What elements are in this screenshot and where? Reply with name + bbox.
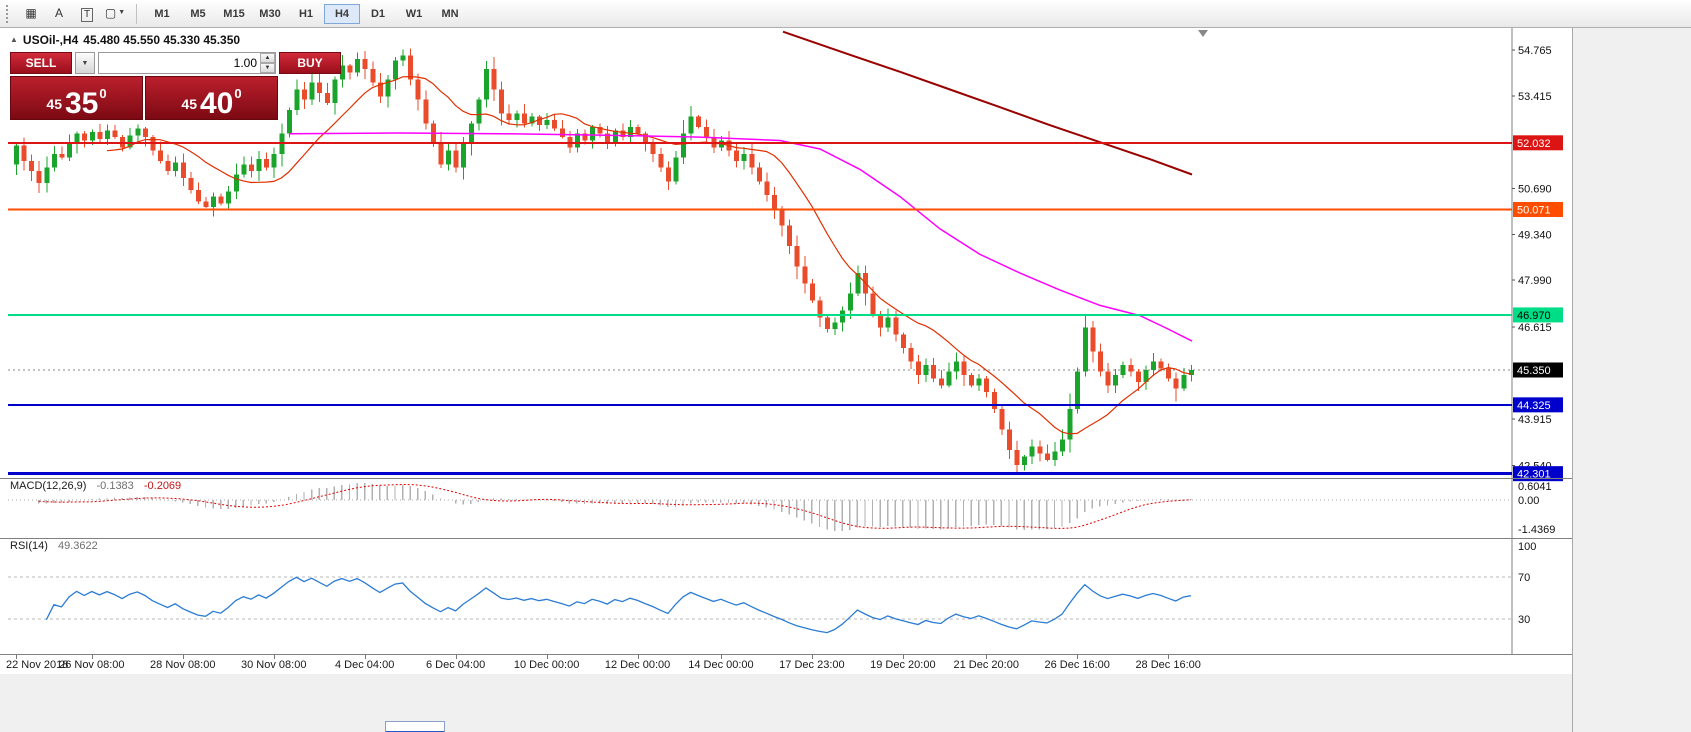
timeframe-button-M1[interactable]: M1: [154, 7, 170, 20]
bottom-strip: [0, 674, 1572, 732]
chart-title: ▲ USOil-,H4 45.480 45.550 45.330 45.350: [10, 33, 240, 47]
chart-shift-marker[interactable]: [1198, 30, 1208, 37]
time-tick: [273, 655, 275, 659]
volume-step-down-button[interactable]: ▼: [260, 63, 275, 73]
macd-value: -0.1383: [96, 480, 134, 492]
timeframe-button-M5[interactable]: M5: [190, 7, 206, 20]
buy-button[interactable]: BUY: [279, 52, 341, 74]
rsi-label: RSI(14) 49.3622: [10, 540, 98, 552]
time-label: 26 Nov 08:00: [59, 659, 125, 671]
time-tick: [182, 655, 184, 659]
time-label: 4 Dec 04:00: [335, 659, 395, 671]
panel-separator-macd[interactable]: [0, 478, 1572, 479]
toolbar-grip[interactable]: [6, 4, 12, 23]
time-tick: [1077, 655, 1079, 659]
time-axis[interactable]: 22 Nov 2018 26 Nov 08:00 28 Nov 08:00 30 No…: [0, 654, 1572, 674]
time-label: 26 Dec 16:00: [1044, 659, 1110, 671]
ma-slow-line: [782, 30, 1193, 176]
ma-mid-line: [289, 132, 1193, 342]
buy-price-sup: 0: [234, 86, 242, 101]
time-tick: [455, 655, 457, 659]
rsi-line: [45, 576, 1192, 634]
sell-price-prefix: 45: [46, 96, 62, 112]
panel-separator-rsi[interactable]: [0, 538, 1572, 539]
symbol-timeframe-label: USOil-,H4: [22, 33, 79, 47]
timeframe-button-M30[interactable]: M30: [259, 7, 281, 20]
time-tick: [1168, 655, 1170, 659]
volume-dropdown-button[interactable]: ▼: [75, 52, 95, 74]
time-tick: [637, 655, 639, 659]
chevron-down-icon: ▼: [118, 9, 126, 16]
time-tick: [720, 655, 722, 659]
timeframe-button-MN[interactable]: MN: [441, 7, 459, 20]
timeframe-button-H4[interactable]: H4: [324, 3, 360, 24]
sell-button[interactable]: SELL: [10, 52, 72, 74]
macd-signal-value: -0.2069: [143, 480, 182, 492]
time-tick: [16, 655, 17, 659]
time-label: 30 Nov 08:00: [241, 659, 307, 671]
rsi-name: RSI(14): [10, 540, 48, 552]
chart-canvas: 54.76553.41550.69049.34047.99046.61543.9…: [8, 28, 1563, 654]
ohlc-values: 45.480 45.550 45.330 45.350: [83, 33, 241, 47]
sell-price-sup: 0: [99, 86, 107, 101]
chevron-down-icon: ▼: [81, 59, 89, 67]
buy-price-prefix: 45: [181, 96, 197, 112]
timeframe-button-M15[interactable]: M15: [223, 7, 245, 20]
ma-fast-line: [106, 75, 1192, 435]
time-tick: [91, 655, 93, 659]
bottom-scroll-thumb[interactable]: [385, 721, 445, 732]
text-label-icon[interactable]: T: [74, 4, 100, 26]
time-label: 17 Dec 23:00: [779, 659, 845, 671]
timeframe-button-D1[interactable]: D1: [370, 7, 386, 20]
one-click-trading-widget: SELL ▼ ▲ ▼ BUY 45 35 0: [10, 52, 341, 120]
volume-step-up-button[interactable]: ▲: [260, 53, 275, 63]
time-label: 28 Nov 08:00: [150, 659, 216, 671]
insert-text-icon[interactable]: A: [54, 5, 63, 20]
time-label: 12 Dec 00:00: [604, 659, 671, 671]
toolbar-separator: [136, 3, 137, 24]
draw-objects-icon[interactable]: ▢ ▼: [104, 5, 126, 20]
rsi-value: 49.3622: [57, 540, 98, 552]
time-label: 14 Dec 00:00: [688, 659, 754, 671]
chart-grid-icon[interactable]: ▦: [25, 5, 37, 20]
right-empty-panel: [1572, 28, 1691, 732]
time-label: 6 Dec 04:00: [425, 659, 486, 671]
volume-input[interactable]: [99, 53, 260, 73]
time-tick: [546, 655, 548, 659]
time-label: 10 Dec 00:00: [513, 659, 580, 671]
timeframe-button-W1[interactable]: W1: [405, 7, 423, 20]
macd-name: MACD(12,26,9): [10, 480, 87, 492]
main-toolbar: ▦ A T ▢ ▼ M1 M5 M15 M30 H1 H4 D1 W1 MN: [0, 0, 1691, 28]
sell-price-display[interactable]: 45 35 0: [10, 76, 143, 120]
time-label: 22 Nov 2018: [6, 659, 69, 671]
time-label: 21 Dec 20:00: [953, 659, 1019, 671]
timeframe-button-H1[interactable]: H1: [298, 7, 314, 20]
macd-label: MACD(12,26,9) -0.1383 -0.2069: [10, 480, 181, 492]
price-axis[interactable]: [1512, 28, 1572, 654]
time-tick: [902, 655, 904, 659]
buy-price-display[interactable]: 45 40 0: [145, 76, 278, 120]
sell-price-big: 35: [64, 86, 99, 120]
time-label: 19 Dec 20:00: [870, 659, 936, 671]
chart-window[interactable]: 54.765 53.415 50.690 49.340 47.990 46.615 43.9…: [0, 28, 1691, 732]
time-tick: [364, 655, 366, 659]
macd-histogram: [38, 483, 1192, 531]
macd-signal-line: [38, 483, 1191, 529]
time-tick: [986, 655, 988, 659]
buy-price-big: 40: [199, 86, 234, 120]
time-tick: [811, 655, 813, 659]
time-label: 28 Dec 16:00: [1135, 659, 1201, 671]
chart-symbol-icon: ▲: [10, 35, 18, 44]
